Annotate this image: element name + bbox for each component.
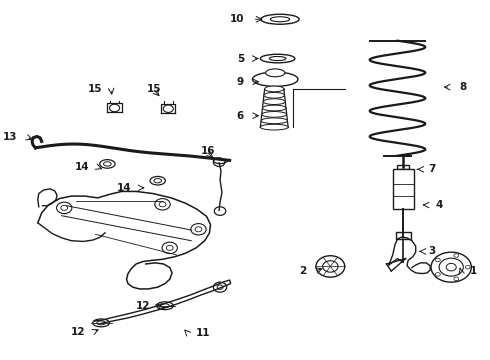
Text: 15: 15 <box>147 84 162 94</box>
Text: 6: 6 <box>237 111 244 121</box>
Text: 2: 2 <box>299 266 306 276</box>
Ellipse shape <box>263 105 286 111</box>
Text: 14: 14 <box>117 183 131 193</box>
Ellipse shape <box>266 69 285 77</box>
Ellipse shape <box>161 304 169 308</box>
Circle shape <box>316 256 345 277</box>
Ellipse shape <box>260 124 288 130</box>
Circle shape <box>163 105 173 112</box>
Circle shape <box>436 258 440 262</box>
Circle shape <box>466 265 470 269</box>
FancyBboxPatch shape <box>397 165 409 169</box>
Ellipse shape <box>261 118 288 123</box>
Ellipse shape <box>270 17 290 22</box>
Ellipse shape <box>99 159 115 168</box>
Text: 1: 1 <box>469 266 477 276</box>
Text: 5: 5 <box>237 54 244 64</box>
FancyBboxPatch shape <box>392 169 414 208</box>
Text: 12: 12 <box>71 327 85 337</box>
Text: 12: 12 <box>136 301 150 311</box>
Ellipse shape <box>264 93 285 98</box>
Circle shape <box>213 158 225 166</box>
Ellipse shape <box>252 72 298 86</box>
Ellipse shape <box>97 321 105 325</box>
Ellipse shape <box>260 54 295 63</box>
Ellipse shape <box>262 112 287 117</box>
Circle shape <box>431 252 471 282</box>
Circle shape <box>214 207 226 215</box>
Ellipse shape <box>265 86 284 92</box>
Text: 7: 7 <box>429 164 436 174</box>
Text: 13: 13 <box>3 132 18 142</box>
Circle shape <box>61 205 68 210</box>
Text: 9: 9 <box>237 77 244 87</box>
Circle shape <box>195 227 202 232</box>
Circle shape <box>323 261 338 272</box>
Circle shape <box>213 282 227 292</box>
Circle shape <box>110 104 120 112</box>
Text: 3: 3 <box>429 247 436 256</box>
Circle shape <box>162 242 177 253</box>
Ellipse shape <box>103 162 111 166</box>
Circle shape <box>436 273 440 276</box>
Circle shape <box>454 277 459 281</box>
Circle shape <box>446 264 456 271</box>
Text: 10: 10 <box>229 14 244 24</box>
Ellipse shape <box>261 14 299 24</box>
Text: 4: 4 <box>436 200 443 210</box>
Circle shape <box>56 202 72 213</box>
FancyBboxPatch shape <box>395 232 411 239</box>
Ellipse shape <box>154 179 162 183</box>
Circle shape <box>454 254 459 257</box>
Text: 16: 16 <box>201 147 215 157</box>
Circle shape <box>217 285 223 289</box>
Circle shape <box>191 224 206 235</box>
Text: 14: 14 <box>75 162 90 172</box>
Circle shape <box>439 258 463 276</box>
Text: 8: 8 <box>459 82 466 92</box>
Text: 15: 15 <box>88 84 102 94</box>
Ellipse shape <box>156 302 173 310</box>
Ellipse shape <box>150 176 166 185</box>
Circle shape <box>159 202 166 207</box>
Ellipse shape <box>263 99 285 104</box>
Ellipse shape <box>93 319 110 327</box>
Text: 11: 11 <box>196 328 211 338</box>
Ellipse shape <box>270 57 286 60</box>
Circle shape <box>155 199 170 210</box>
Circle shape <box>166 246 173 250</box>
